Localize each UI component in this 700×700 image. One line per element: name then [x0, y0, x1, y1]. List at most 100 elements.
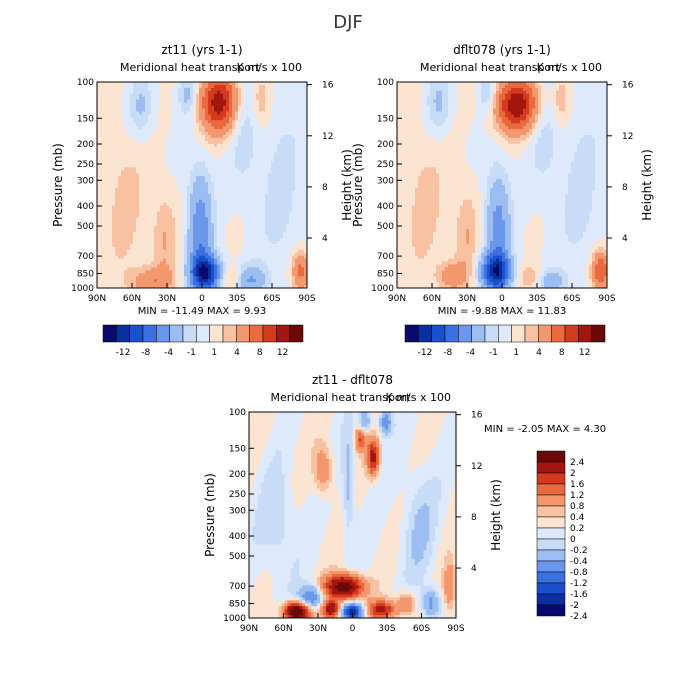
colorbar-label: -0.2	[570, 546, 588, 556]
y-tick-label: 150	[77, 114, 94, 124]
colorbar-label: 12	[579, 348, 590, 358]
x-tick-label: 30N	[309, 624, 327, 634]
x-tick-label: 90S	[447, 624, 464, 634]
colorbar-swatch	[536, 516, 566, 529]
colorbar-label: -12	[418, 348, 433, 358]
panel-title: zt11 - dflt078	[312, 373, 393, 387]
y-axis-right-label: Height (km)	[489, 479, 503, 550]
y-tick-label: 100	[77, 78, 94, 88]
y-tick-label: 400	[377, 202, 394, 212]
min-max-text: MIN = -2.05 MAX = 4.30	[484, 424, 606, 435]
colorbar-label: 1	[211, 348, 217, 358]
colorbar-swatch	[156, 324, 170, 343]
y-right-tick-label: 4	[622, 234, 628, 244]
colorbar-label: -0.4	[570, 557, 588, 567]
y-tick-label: 200	[377, 140, 394, 150]
x-tick-label: 30N	[158, 294, 176, 304]
y-tick-label: 150	[229, 444, 246, 454]
colorbar-swatch	[511, 324, 526, 343]
x-tick-label: 30N	[458, 294, 476, 304]
colorbar-swatch	[169, 324, 184, 343]
x-tick-label: 30S	[378, 624, 395, 634]
colorbar-swatch	[538, 324, 552, 343]
colorbar-swatch	[536, 538, 566, 551]
colorbar: 2.421.61.20.80.40.20-0.2-0.4-0.8-1.2-1.6…	[536, 450, 588, 622]
colorbar-swatch	[249, 324, 264, 343]
colorbar-label: 8	[559, 348, 565, 358]
y-right-tick-label: 16	[471, 411, 483, 421]
colorbar-label: 2	[570, 469, 576, 479]
y-axis-label: Pressure (mb)	[203, 473, 217, 557]
colorbar-label: -1	[187, 348, 196, 358]
x-tick-label: 60N	[423, 294, 441, 304]
x-tick-label: 30S	[228, 294, 245, 304]
x-tick-label: 60N	[123, 294, 141, 304]
colorbar-swatch	[458, 324, 472, 343]
y-tick-label: 850	[77, 269, 94, 279]
y-tick-label: 300	[77, 176, 94, 186]
colorbar-swatch	[182, 324, 197, 343]
colorbar-swatch	[536, 505, 566, 518]
y-tick-label: 500	[229, 552, 246, 562]
x-tick-label: 30S	[528, 294, 545, 304]
colorbar-swatch	[116, 324, 130, 343]
colorbar-swatch	[578, 324, 592, 343]
y-tick-label: 100	[229, 408, 246, 418]
y-tick-label: 150	[377, 114, 394, 124]
colorbar-swatch	[536, 560, 566, 573]
y-tick-label: 850	[229, 599, 246, 609]
colorbar-swatch	[209, 324, 224, 343]
heatmap-field	[249, 412, 456, 618]
colorbar-swatch	[444, 324, 459, 343]
colorbar-label: -2.4	[570, 612, 588, 622]
y-tick-label: 700	[77, 252, 94, 262]
y-tick-label: 300	[229, 506, 246, 516]
y-right-tick-label: 4	[322, 234, 328, 244]
colorbar-label: -4	[164, 348, 173, 358]
y-tick-label: 1000	[71, 284, 94, 294]
colorbar-swatch	[591, 324, 606, 343]
y-tick-label: 700	[229, 582, 246, 592]
y-axis-right-label: Height (km)	[640, 149, 654, 220]
colorbar-label: 2.4	[570, 458, 585, 468]
colorbar-swatch	[536, 494, 566, 507]
colorbar-label: 8	[257, 348, 263, 358]
heatmap-field	[397, 82, 607, 288]
y-right-tick-label: 16	[622, 81, 634, 91]
colorbar-swatch	[196, 324, 210, 343]
colorbar-label: -1	[489, 348, 498, 358]
units-label: K m/s x 100	[537, 61, 602, 74]
colorbar-swatch	[404, 324, 419, 343]
colorbar-label: 0.2	[570, 524, 584, 534]
units-label: K m/s x 100	[237, 61, 302, 74]
colorbar-swatch	[536, 604, 566, 617]
colorbar-label: -12	[116, 348, 131, 358]
colorbar-swatch	[498, 324, 512, 343]
units-label: K m/s x 100	[386, 391, 451, 404]
panel-subtitle: Meridional heat transport	[120, 61, 261, 74]
colorbar-label: 4	[536, 348, 542, 358]
y-tick-label: 500	[377, 222, 394, 232]
colorbar-swatch	[564, 324, 579, 343]
chart-panel-dflt078: dflt078 (yrs 1-1) Meridional heat transpo…	[351, 43, 654, 358]
y-right-tick-label: 8	[622, 183, 628, 193]
colorbar-swatch	[289, 324, 304, 343]
colorbar-label: -0.8	[570, 568, 588, 578]
colorbar-swatch	[536, 593, 566, 606]
panel-subtitle: Meridional heat transport	[420, 61, 561, 74]
panel-title: zt11 (yrs 1-1)	[161, 43, 242, 57]
colorbar-swatch	[129, 324, 144, 343]
y-axis-label: Pressure (mb)	[351, 143, 365, 227]
colorbar-swatch	[536, 549, 566, 562]
y-tick-label: 1000	[371, 284, 394, 294]
colorbar-swatch	[536, 472, 566, 485]
y-tick-label: 850	[377, 269, 394, 279]
heatmap-field	[97, 82, 307, 288]
colorbar-label: -1.2	[570, 579, 588, 589]
y-tick-label: 300	[377, 176, 394, 186]
colorbar-label: 0.4	[570, 513, 585, 523]
colorbar-label: -8	[443, 348, 452, 358]
colorbar-label: -1.6	[570, 590, 588, 600]
colorbar-swatch	[551, 324, 566, 343]
colorbar-label: 1.2	[570, 491, 584, 501]
